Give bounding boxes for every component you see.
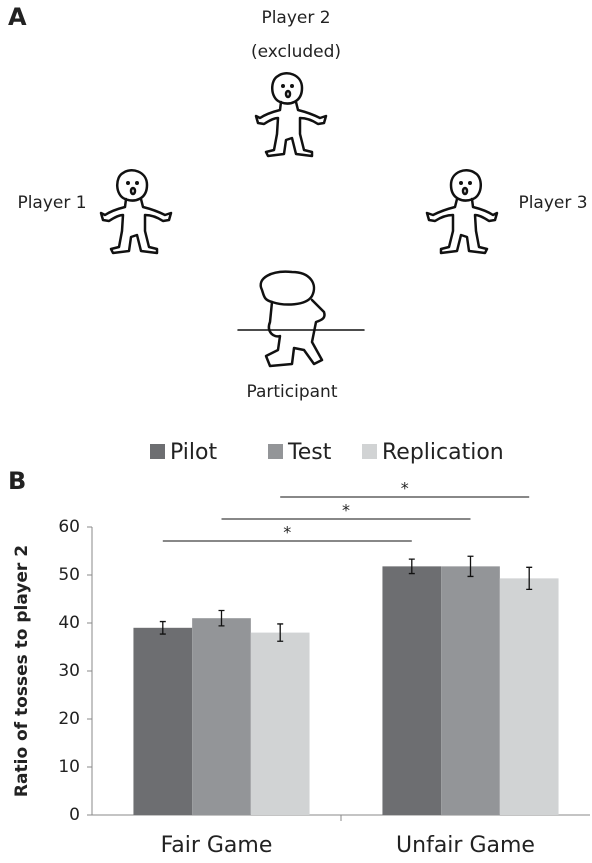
bar <box>441 566 500 815</box>
player-figure-group <box>425 169 499 255</box>
error-bar <box>526 566 533 591</box>
y-tick-label: 20 <box>58 709 80 729</box>
bar <box>192 618 251 815</box>
y-tick-label: 30 <box>58 661 80 681</box>
legend-label: Replication <box>382 440 504 465</box>
bar <box>499 578 559 815</box>
significance-label: * <box>283 523 291 542</box>
error-bar <box>277 623 284 642</box>
y-tick-label: 50 <box>58 565 80 585</box>
bar <box>382 566 442 815</box>
player-label: Player 3 <box>518 193 587 213</box>
x-tick-label: Unfair Game <box>396 833 535 858</box>
bar <box>250 632 310 815</box>
legend-swatch <box>268 444 283 459</box>
panel-label: B <box>8 467 26 495</box>
y-axis-label: Ratio of tosses to player 2 <box>12 545 32 797</box>
y-tick-label: 0 <box>69 805 80 825</box>
error-bar <box>408 558 415 575</box>
y-tick-label: 10 <box>58 757 80 777</box>
x-tick-label: Fair Game <box>161 833 273 858</box>
player-figure <box>254 72 328 158</box>
player-label: Player 1 <box>17 193 86 213</box>
player-note: (excluded) <box>251 42 341 62</box>
legend-label: Pilot <box>170 440 217 465</box>
significance-label: * <box>342 501 350 520</box>
error-bar <box>159 620 166 635</box>
participant-figure <box>237 270 365 368</box>
legend-swatch <box>150 444 165 459</box>
y-tick-label: 40 <box>58 613 80 633</box>
error-bar <box>467 555 474 578</box>
legend-label: Test <box>287 440 332 465</box>
player-label: Player 2 <box>261 8 330 28</box>
player-figure <box>425 169 499 255</box>
panel-label: A <box>8 3 27 31</box>
y-tick-label: 60 <box>58 517 80 537</box>
legend-swatch <box>362 444 377 459</box>
player-figure <box>99 169 173 255</box>
significance-label: * <box>401 479 409 498</box>
bar <box>133 627 193 815</box>
participant-label: Participant <box>246 382 337 402</box>
error-bar <box>218 609 225 627</box>
